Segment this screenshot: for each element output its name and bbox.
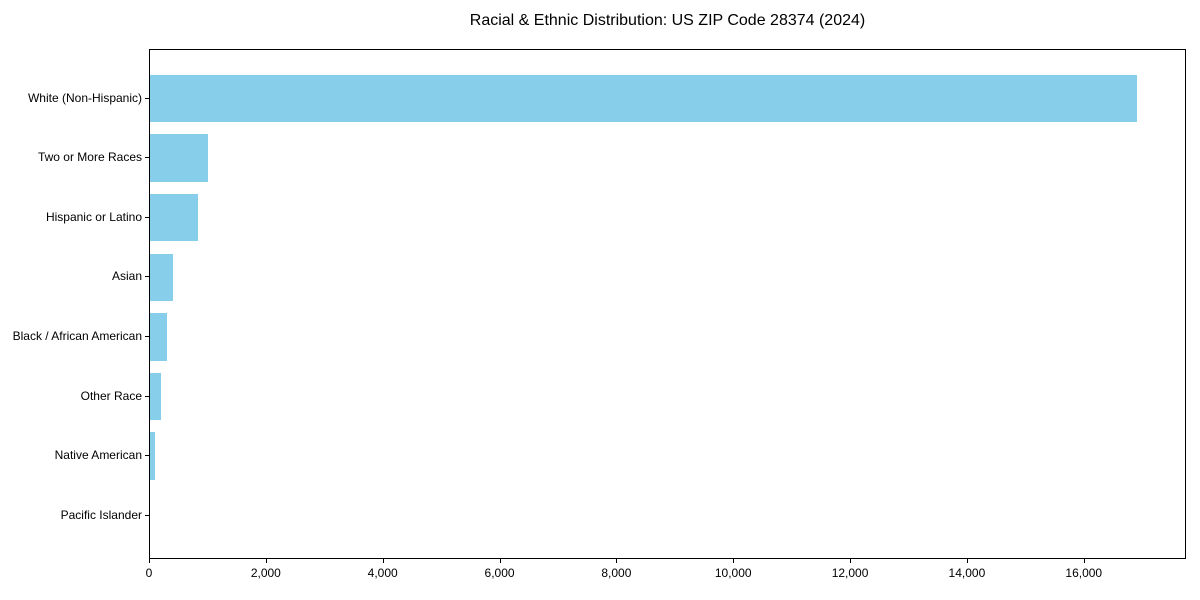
y-tick-mark — [145, 157, 149, 159]
y-tick-mark — [145, 395, 149, 397]
x-tick-label: 8,000 — [601, 566, 632, 580]
y-tick-mark — [145, 97, 149, 99]
y-tick-mark — [145, 455, 149, 457]
x-tick-mark — [149, 559, 150, 563]
y-tick-label: Two or More Races — [37, 150, 142, 165]
y-tick-label: Pacific Islander — [60, 507, 142, 522]
x-tick-label: 10,000 — [714, 566, 752, 580]
x-tick-label: 4,000 — [367, 566, 398, 580]
bar-native-american — [150, 432, 156, 480]
plot-area — [149, 49, 1186, 559]
bar-two-or-more-races — [150, 134, 208, 182]
bar-white-non-hispanic — [150, 74, 1138, 123]
y-tick-label: Asian — [111, 269, 142, 284]
y-tick-label: Native American — [54, 448, 142, 463]
x-tick-label: 6,000 — [484, 566, 515, 580]
x-tick-label: 16,000 — [1065, 566, 1103, 580]
x-tick-mark — [616, 559, 618, 563]
x-tick-label: 12,000 — [831, 566, 869, 580]
bar-asian — [150, 253, 174, 302]
y-tick-mark — [145, 335, 149, 337]
x-tick-mark — [966, 559, 968, 563]
y-tick-label: White (Non-Hispanic) — [27, 90, 142, 105]
y-tick-mark — [145, 514, 149, 516]
x-tick-mark — [382, 559, 384, 563]
x-tick-label: 0 — [145, 566, 153, 580]
chart-title: Racial & Ethnic Distribution: US ZIP Cod… — [469, 12, 866, 29]
bar-other-race — [150, 372, 161, 421]
y-tick-label: Hispanic or Latino — [45, 209, 142, 224]
x-tick-mark — [850, 559, 852, 563]
x-tick-mark — [1083, 559, 1085, 563]
x-tick-mark — [265, 559, 267, 563]
y-tick-label: Other Race — [80, 388, 142, 403]
x-tick-mark — [499, 559, 501, 563]
bar-hispanic-or-latino — [150, 193, 198, 242]
y-tick-mark — [145, 216, 149, 218]
y-tick-mark — [145, 276, 149, 278]
x-tick-label: 2,000 — [250, 566, 281, 580]
x-tick-label: 14,000 — [948, 566, 986, 580]
y-tick-label: Black / African American — [12, 328, 142, 343]
x-tick-mark — [733, 559, 735, 563]
bar-black-african-american — [150, 313, 167, 361]
